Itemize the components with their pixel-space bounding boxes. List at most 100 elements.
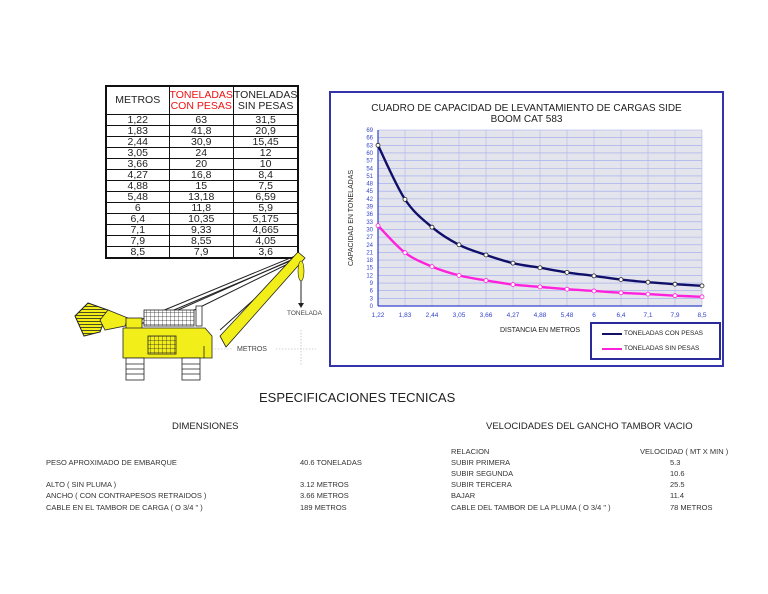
- col-header-metros: METROS: [105, 85, 170, 115]
- cell-con-pesas: 30,9: [168, 136, 234, 148]
- dimension-label: PESO APROXIMADO DE EMBARQUE: [46, 458, 177, 467]
- y-tick-label: 12: [366, 273, 373, 279]
- dimension-value: 3.12 METROS: [300, 480, 349, 489]
- table-row: 6,4 10,35 5,175: [105, 213, 299, 225]
- speed-label: SUBIR PRIMERA: [451, 458, 511, 467]
- legend-swatch-con-pesas: [602, 332, 622, 335]
- capacity-chart: CUADRO DE CAPACIDAD DE LEVANTAMIENTO DE …: [329, 91, 724, 367]
- chart-legend: TONELADAS CON PESAS TONELADAS SIN PESAS: [590, 322, 721, 360]
- speed-label: CABLE DEL TAMBOR DE LA PLUMA ( O 3/4 " ): [451, 503, 611, 512]
- data-point-marker: [429, 224, 435, 230]
- cell-metros: 4,27: [105, 169, 170, 181]
- table-row: 7,9 8,55 4,05: [105, 235, 299, 247]
- cell-con-pesas: 7,9: [168, 246, 234, 259]
- cell-sin-pesas: 20,9: [232, 125, 299, 137]
- x-tick-label: 4,88: [534, 312, 547, 319]
- cell-con-pesas: 8,55: [168, 235, 234, 247]
- legend-label-sin-pesas: TONELADAS SIN PESAS: [624, 345, 700, 352]
- y-tick-label: 42: [366, 197, 373, 203]
- cell-con-pesas: 16,8: [168, 169, 234, 181]
- legend-item-con-pesas: TONELADAS CON PESAS: [602, 330, 703, 337]
- cell-sin-pesas: 15,45: [232, 136, 299, 148]
- data-point-marker: [429, 264, 435, 269]
- dimension-value: 3.66 METROS: [300, 491, 349, 500]
- cell-metros: 5,48: [105, 191, 170, 203]
- y-tick-label: 9: [370, 281, 374, 287]
- data-point-marker: [672, 281, 678, 287]
- x-tick-label: 6,4: [616, 312, 625, 319]
- data-point-marker: [537, 284, 543, 290]
- x-tick-label: 3,05: [453, 312, 466, 319]
- dimension-value: 40.6 TONELADAS: [300, 458, 362, 467]
- y-tick-label: 69: [366, 128, 373, 134]
- data-point-marker: [456, 272, 462, 278]
- data-point-marker: [699, 283, 705, 289]
- legend-label-con-pesas: TONELADAS CON PESAS: [624, 330, 703, 337]
- cell-metros: 1,22: [105, 114, 170, 126]
- y-tick-label: 27: [366, 235, 373, 241]
- speed-label: SUBIR SEGUNDA: [451, 469, 514, 478]
- legend-item-sin-pesas: TONELADAS SIN PESAS: [602, 345, 699, 352]
- data-point-marker: [402, 196, 408, 202]
- table-row: 3,05 24 12: [105, 147, 299, 159]
- y-tick-label: 0: [370, 304, 374, 310]
- y-tick-label: 45: [366, 189, 373, 195]
- cell-con-pesas: 10,35: [168, 213, 234, 225]
- cell-metros: 3,66: [105, 158, 170, 170]
- y-axis-label: CAPACIDAD EN TONELADAS: [348, 170, 355, 266]
- x-tick-label: 4,27: [507, 312, 520, 319]
- x-tick-label: 1,83: [399, 312, 412, 319]
- cell-sin-pesas: 7,5: [232, 180, 299, 192]
- cell-sin-pesas: 31,5: [232, 114, 299, 126]
- y-tick-label: 3: [370, 296, 374, 302]
- speed-label: BAJAR: [451, 491, 476, 500]
- cell-sin-pesas: 4,665: [232, 224, 299, 236]
- x-tick-label: 5,48: [561, 312, 574, 319]
- data-point-marker: [618, 290, 624, 296]
- cell-metros: 4,88: [105, 180, 170, 192]
- speeds-heading: VELOCIDADES DEL GANCHO TAMBOR VACIO: [486, 421, 693, 432]
- x-tick-label: 1,22: [372, 312, 385, 319]
- cell-sin-pesas: 4,05: [232, 235, 299, 247]
- radiator-icon: [147, 335, 177, 355]
- cell-sin-pesas: 12: [232, 147, 299, 159]
- cell-metros: 3,05: [105, 147, 170, 159]
- table-header-row: METROS TONELADAS CON PESAS TONELADAS SIN P…: [105, 85, 299, 115]
- dimensions-heading: DIMENSIONES: [172, 421, 239, 432]
- dimension-label: ALTO ( SIN PLUMA ): [46, 480, 117, 489]
- x-tick-label: 6: [592, 312, 596, 319]
- boom-icon: [219, 251, 306, 348]
- speed-value: 10.6: [670, 469, 685, 478]
- y-tick-label: 54: [366, 166, 373, 172]
- table-row: 5,48 13,18 6,59: [105, 191, 299, 203]
- data-point-marker: [483, 252, 489, 258]
- data-point-marker: [564, 286, 570, 292]
- cell-sin-pesas: 5,9: [232, 202, 299, 214]
- y-tick-label: 33: [366, 220, 373, 226]
- x-tick-label: 7,1: [643, 312, 652, 319]
- data-point-marker: [645, 291, 651, 297]
- capacity-table: METROS TONELADAS CON PESAS TONELADAS SIN P…: [105, 85, 300, 259]
- x-tick-label: 2,44: [426, 312, 439, 319]
- load-label: TONELADA: [287, 310, 322, 317]
- x-tick-label: 3,66: [480, 312, 493, 319]
- cell-metros: 6,4: [105, 213, 170, 225]
- cell-metros: 1,83: [105, 125, 170, 137]
- col-header-con-pesas: TONELADAS CON PESAS: [168, 85, 234, 115]
- legend-swatch-sin-pesas: [602, 347, 622, 350]
- data-point-marker: [672, 293, 678, 299]
- data-point-marker: [375, 142, 381, 148]
- data-point-marker: [402, 250, 408, 256]
- x-tick-label: 7,9: [670, 312, 679, 319]
- chart-plot: 0369121518212427303336394245485154576063…: [348, 128, 707, 334]
- cell-metros: 2,44: [105, 136, 170, 148]
- y-tick-label: 51: [366, 174, 373, 180]
- speeds-col-velocidad: VELOCIDAD ( MT X MIN ): [640, 447, 729, 456]
- data-point-marker: [456, 242, 462, 248]
- engine-grille-icon: [143, 309, 195, 327]
- y-tick-label: 21: [366, 250, 373, 256]
- cell-con-pesas: 20: [168, 158, 234, 170]
- dimension-label: CABLE EN EL TAMBOR DE CARGA ( O 3/4 " ): [46, 503, 203, 512]
- y-tick-label: 48: [366, 182, 373, 188]
- y-tick-label: 60: [366, 151, 373, 157]
